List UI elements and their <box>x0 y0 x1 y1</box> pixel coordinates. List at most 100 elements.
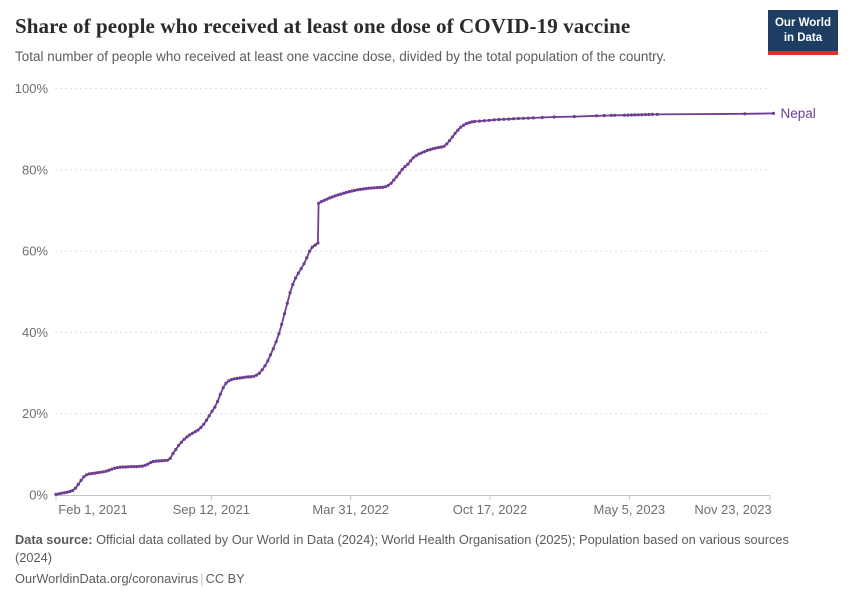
data-point <box>333 194 337 198</box>
data-point <box>381 185 385 189</box>
data-point <box>299 267 303 271</box>
data-point <box>135 465 139 469</box>
data-point <box>459 125 463 129</box>
data-point <box>526 116 530 120</box>
data-point <box>132 465 136 469</box>
data-point <box>409 159 413 163</box>
data-point <box>400 167 404 172</box>
data-point <box>285 301 289 305</box>
data-point <box>163 458 167 463</box>
data-point <box>73 486 78 490</box>
data-point <box>450 135 454 139</box>
data-point <box>255 373 259 377</box>
data-point <box>595 114 599 118</box>
data-point <box>743 112 747 116</box>
data-point <box>182 437 186 441</box>
data-point <box>328 196 332 200</box>
data-point <box>174 447 178 452</box>
data-point <box>185 435 189 439</box>
data-point <box>622 113 627 117</box>
data-point <box>364 187 368 191</box>
data-point <box>531 116 535 120</box>
data-point <box>395 175 399 179</box>
data-point <box>317 201 321 205</box>
data-point <box>282 312 287 316</box>
data-point <box>344 190 349 194</box>
data-point <box>107 468 111 472</box>
data-point <box>406 162 410 166</box>
y-axis-labels: 0% 20% 40% 60% 80% 100% <box>15 81 49 502</box>
data-point <box>263 364 267 368</box>
data-point <box>305 256 309 260</box>
data-point <box>473 119 477 124</box>
data-point <box>196 428 200 432</box>
data-point <box>643 113 647 117</box>
data-point <box>213 405 217 409</box>
data-point <box>54 492 58 496</box>
data-point <box>149 460 153 465</box>
data-point <box>143 463 147 467</box>
page-subtitle: Total number of people who received at l… <box>15 49 667 64</box>
data-point <box>101 470 105 474</box>
data-point <box>319 200 323 204</box>
data-point <box>227 379 231 383</box>
data-point <box>99 470 103 474</box>
page-title: Share of people who received at least on… <box>15 14 631 38</box>
data-point <box>168 456 172 460</box>
data-point <box>367 186 371 190</box>
data-point <box>202 422 206 426</box>
data-point <box>389 181 393 185</box>
data-point <box>224 381 228 385</box>
data-point <box>602 114 606 118</box>
data-point <box>313 243 317 247</box>
owid-url-link[interactable]: OurWorldinData.org/coronavirus <box>15 570 199 586</box>
data-point <box>65 490 69 494</box>
owid-logo-line2: in Data <box>783 31 823 44</box>
svg-text:100%: 100% <box>15 81 49 96</box>
data-point <box>650 112 654 116</box>
data-point <box>464 122 468 126</box>
owid-logo-line1: Our World <box>774 17 831 29</box>
data-point <box>260 368 264 372</box>
data-point <box>288 291 292 295</box>
data-point <box>308 249 312 253</box>
data-point <box>60 491 64 495</box>
data-source-text: Official data collated by Our World in D… <box>15 532 789 565</box>
data-point <box>204 418 209 422</box>
data-point <box>350 189 354 193</box>
data-point <box>193 430 197 434</box>
data-point <box>216 399 220 404</box>
data-point <box>353 188 357 192</box>
data-point <box>302 262 306 266</box>
license-line: OurWorldinData.org/coronavirus | CC BY <box>15 570 795 588</box>
data-point <box>482 119 486 123</box>
data-point <box>477 119 482 123</box>
data-point <box>165 458 170 462</box>
data-point <box>241 376 245 380</box>
data-point <box>112 466 117 470</box>
data-point <box>655 112 659 116</box>
data-point <box>422 150 427 154</box>
data-point <box>229 378 234 382</box>
data-point <box>110 467 114 471</box>
data-point <box>456 128 460 132</box>
data-point <box>521 116 526 120</box>
svg-text:May 5, 2023: May 5, 2023 <box>594 502 666 517</box>
data-point <box>771 111 776 115</box>
data-point <box>339 192 343 196</box>
data-point <box>552 115 556 119</box>
data-point <box>467 121 471 125</box>
data-point <box>129 465 133 469</box>
owid-logo: Our World in Data <box>767 10 838 55</box>
data-point <box>425 148 429 152</box>
data-point <box>199 425 203 430</box>
data-point <box>118 465 122 469</box>
data-point <box>572 115 576 119</box>
data-point <box>296 271 300 275</box>
data-point <box>448 139 452 143</box>
data-point <box>431 147 435 151</box>
data-point <box>629 113 634 117</box>
data-point <box>126 465 130 469</box>
data-point <box>613 113 617 117</box>
data-point <box>207 414 211 418</box>
